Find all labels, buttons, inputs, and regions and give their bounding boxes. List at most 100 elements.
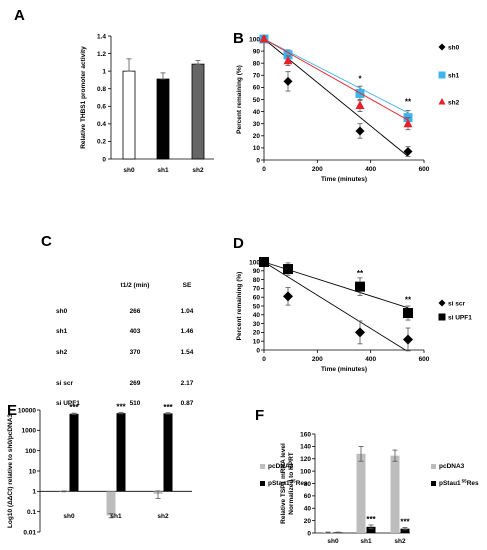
panel-e-bar-sh1-pcDNA3 [106,491,116,516]
panel-b-x-tick-label: 600 [419,166,430,173]
panel-b-point-sh0 [283,76,293,86]
panel-b-legend-marker-sh2 [438,98,446,105]
panel-b-y-tick-label: 90 [253,48,261,55]
panel-d-y-axis-label: Percent remaining (%) [236,272,243,341]
panel-b-x-tick-label: 0 [262,166,266,173]
panel-a-y-tick-label: 0.6 [97,104,106,111]
panel-a-y-tick-label: 0.4 [97,121,106,128]
panel-b-y-tick-label: 20 [253,133,261,140]
panel-d-significance: ** [405,295,412,304]
panel-c-cell: 370 [130,349,141,356]
panel-b-point-sh2 [283,55,293,65]
panel-f-x-tick-label: sh1 [360,538,372,545]
panel-letter-e: E [7,402,17,419]
panel-c-column-header: t1/2 (min) [121,282,150,289]
panel-f-bar-sh1-pcDNA3 [356,453,366,533]
panel-a-y-tick-label: 1 [102,68,106,75]
panel-a-y-tick-label: 0.2 [97,139,106,146]
panel-f-bar-sh2-pcDNA3 [390,455,400,533]
panel-c-cell: 1.46 [181,328,194,335]
panel-f-legend-label-pStau1: pStau155Res [439,479,479,488]
panel-b-point-sh2 [259,34,269,43]
panel-f-y-tick-label: 160 [300,431,311,438]
panel-b-y-tick-label: 60 [253,85,261,92]
panel-d-x-tick-label: 200 [312,356,323,363]
panel-d-y-tick-label: 70 [253,286,261,293]
panel-a-y-tick-label: 0.8 [97,86,106,93]
panel-e-y-tick-label: 100 [25,448,36,455]
panel-a-x-tick-label: sh1 [157,167,169,174]
panel-b-y-tick-label: 70 [253,73,261,80]
panel-a-x-tick-label: sh0 [123,167,135,174]
panel-d-fit-si-scr [263,261,406,351]
panel-e-legend-swatch-pcDNA3 [260,464,265,469]
panel-a-bar-sh1 [156,78,170,160]
panel-b-legend-marker-sh0 [438,43,446,51]
panel-d-y-tick-label: 10 [253,339,261,346]
panel-d-legend-marker-si-UPF1 [438,313,446,321]
panel-f-y-tick-label: 60 [304,493,312,500]
panel-b-y-tick-label: 30 [253,121,261,128]
panel-e-x-tick-label: sh1 [110,513,122,520]
panel-e-x-tick-label: sh0 [63,513,75,520]
panel-a-bar-sh0 [122,70,136,160]
panel-b-legend-label-sh0: sh0 [448,45,460,52]
panel-b-point-sh2 [403,118,413,128]
panel-e-y-axis-label: Log10 (ΔΔCt) relative to sh0/pcDNA3 [7,414,14,528]
panel-d-legend-label-si-scr: si scr [448,301,465,308]
panel-d-legend-label-si-UPF1: si UPF1 [448,315,472,322]
panel-d-x-axis-label: Time (minutes) [321,366,367,373]
panel-a-y-tick-label: 0 [102,156,106,163]
panel-d-x-tick-label: 600 [419,356,430,363]
panel-d-legend-marker-si-scr [438,299,446,307]
panel-f-legend-swatch-pcDNA3 [431,464,436,469]
panel-e-significance: *** [116,403,126,412]
panel-b-y-tick-label: 80 [253,61,261,68]
panel-e-bar-sh1-pStau1 [116,413,126,492]
panel-d-y-tick-label: 50 [253,303,261,310]
panel-c-cell: sh2 [56,349,68,356]
panel-f-y-axis-label: Relative TSP1 mRNA level [280,443,287,524]
panel-d-point-si-scr [283,291,293,302]
panel-e-y-tick-label: 10 [29,468,37,475]
panel-d-point-si-UPF1 [283,264,293,275]
panel-f-y-tick-label: 100 [300,468,311,475]
panel-b-x-axis-label: Time (minutes) [321,176,367,183]
panel-c-cell: 266 [130,308,141,315]
panel-b-y-axis-label: Percent remaining (%) [236,65,243,134]
panel-f-y-tick-label: 80 [304,481,312,488]
panel-b-legend-label-sh1: sh1 [448,73,460,80]
panel-e-x-tick-label: sh2 [157,513,169,520]
panel-b-significance: ** [405,97,412,106]
panel-f-bar-sh2-pStau1 [400,528,410,533]
panel-b-legend-marker-sh1 [438,71,446,79]
panel-b-y-tick-label: 100 [249,36,260,43]
panel-e-legend-label-pcDNA3: pcDNA3 [268,463,294,470]
panel-c-cell: sh0 [56,308,68,315]
panel-e-significance: *** [69,403,79,412]
panel-b-point-sh2 [355,100,365,110]
panel-d-x-tick-label: 400 [365,356,376,363]
panel-f-y-tick-label: 140 [300,444,311,451]
panel-b-y-tick-label: 10 [253,145,261,152]
panel-e-y-tick-label: 10000 [18,407,36,414]
panel-letter-a: A [14,7,25,24]
panel-d-y-tick-label: 30 [253,321,261,328]
panel-c-cell: sh1 [56,328,68,335]
panel-f-legend-label-pcDNA3: pcDNA3 [439,463,465,470]
panel-c-column-header: SE [183,282,192,289]
panel-d-y-tick-label: 80 [253,277,261,284]
panel-d-y-tick-label: 0 [256,347,260,354]
panel-c-cell: 1.54 [181,349,194,356]
panel-f-bar-sh1-pStau1 [366,526,376,533]
panel-d-point-si-scr [403,334,413,345]
panel-d-y-tick-label: 100 [249,259,260,266]
panel-b-fit-sh2 [263,38,409,121]
panel-a-bar-sh2 [191,63,205,160]
panel-b-point-sh1 [283,50,293,60]
panel-a-y-axis-label: Relative THBS1 promoter activity [80,46,87,149]
panel-d-y-tick-label: 20 [253,330,261,337]
panel-f-y-tick-label: 20 [304,518,312,525]
panel-letter-f: F [255,407,264,424]
